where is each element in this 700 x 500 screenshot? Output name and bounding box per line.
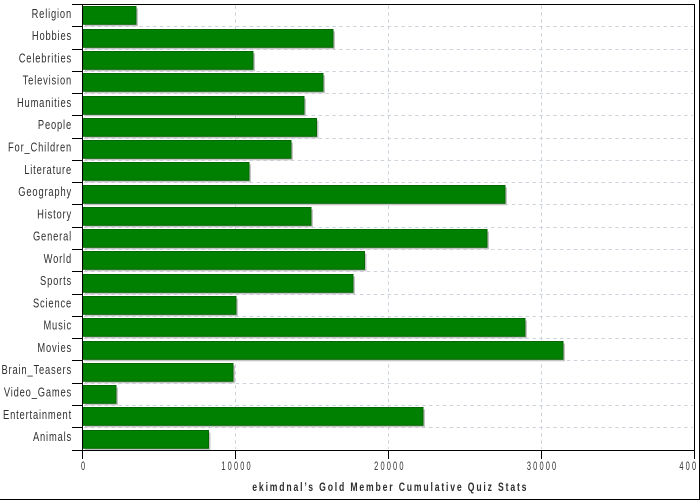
- svg-text:Brain_Teasers: Brain_Teasers: [1, 364, 72, 378]
- svg-text:History: History: [37, 208, 72, 222]
- svg-text:0: 0: [81, 460, 87, 473]
- svg-text:Science: Science: [33, 297, 72, 311]
- svg-text:General: General: [33, 230, 72, 244]
- svg-text:Sports: Sports: [40, 275, 72, 289]
- svg-text:Music: Music: [43, 319, 72, 333]
- svg-text:Celebrities: Celebrities: [19, 52, 72, 66]
- svg-text:Religion: Religion: [32, 8, 72, 22]
- svg-text:Video_Games: Video_Games: [4, 386, 72, 400]
- svg-text:30000: 30000: [527, 460, 559, 473]
- svg-text:World: World: [44, 253, 72, 267]
- svg-text:20000: 20000: [374, 460, 406, 473]
- svg-text:Movies: Movies: [37, 342, 72, 356]
- svg-text:Hobbies: Hobbies: [32, 30, 72, 44]
- svg-text:Television: Television: [23, 74, 72, 88]
- svg-text:Entertainment: Entertainment: [3, 408, 72, 422]
- svg-text:For_Children: For_Children: [8, 141, 72, 155]
- svg-text:Humanities: Humanities: [17, 97, 72, 111]
- svg-text:40000: 40000: [679, 460, 700, 473]
- svg-text:ekimdnal’s Gold Member Cumulat: ekimdnal’s Gold Member Cumulative Quiz S…: [252, 482, 528, 495]
- svg-text:Animals: Animals: [33, 431, 72, 445]
- svg-text:Geography: Geography: [18, 186, 72, 200]
- svg-text:Literature: Literature: [24, 163, 72, 177]
- svg-text:People: People: [38, 119, 72, 133]
- svg-text:10000: 10000: [221, 460, 253, 473]
